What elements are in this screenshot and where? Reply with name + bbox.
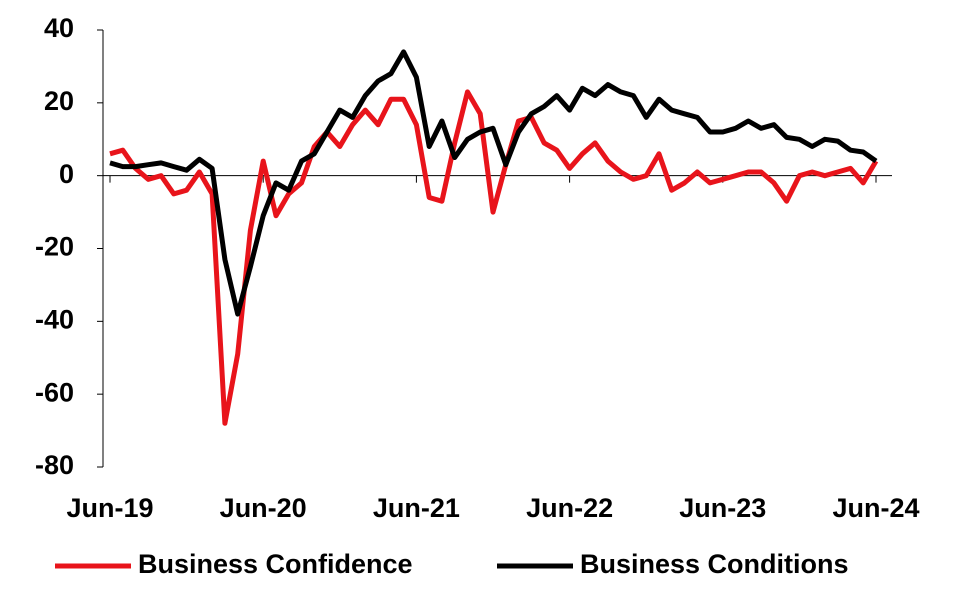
legend-label: Business Conditions xyxy=(580,549,849,579)
y-tick-label: 40 xyxy=(44,13,74,43)
x-tick-label: Jun-23 xyxy=(679,493,766,523)
y-tick-label: 20 xyxy=(44,86,74,116)
x-tick-label: Jun-24 xyxy=(832,493,919,523)
series-line xyxy=(109,49,878,317)
x-tick-label: Jun-20 xyxy=(220,493,307,523)
y-tick-label: -60 xyxy=(35,377,74,407)
y-tick-label: 0 xyxy=(59,159,74,189)
y-tick-label: -80 xyxy=(35,450,74,480)
x-tick-label: Jun-19 xyxy=(66,493,153,523)
y-tick-label: -20 xyxy=(35,232,74,262)
legend-label: Business Confidence xyxy=(138,549,413,579)
y-tick-label: -40 xyxy=(35,304,74,334)
x-tick-label: Jun-21 xyxy=(373,493,460,523)
x-tick-label: Jun-22 xyxy=(526,493,613,523)
series-line xyxy=(109,89,879,426)
